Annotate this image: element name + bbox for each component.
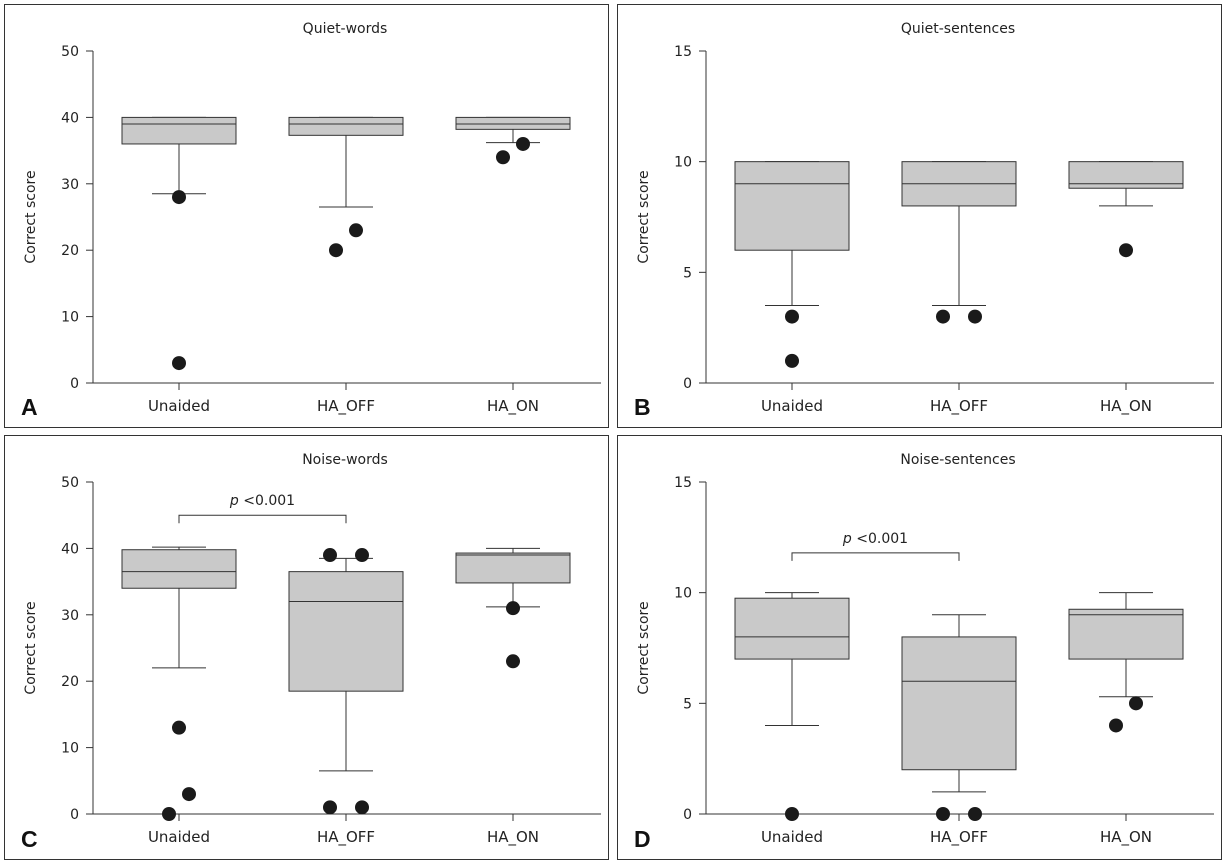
x-tick-label: HA_ON (1100, 828, 1152, 847)
outlier-point (1129, 696, 1143, 711)
outlier-point (516, 136, 530, 151)
chart-title: Quiet-words (303, 21, 388, 37)
x-tick-label: Unaided (148, 828, 210, 846)
outlier-point (329, 243, 343, 258)
panel-label: B (634, 394, 651, 420)
y-axis-label: Correct score (636, 601, 652, 694)
outlier-point (506, 654, 520, 669)
x-tick-label: HA_OFF (317, 828, 375, 847)
panel-quiet-words: Quiet-words Correct score 0 10 20 30 40 50 Unaid… (4, 4, 609, 428)
outlier-point (182, 787, 196, 802)
outlier-point (1119, 243, 1133, 258)
outlier-point (785, 353, 799, 368)
chart-quiet-sentences: Quiet-sentences Correct score 0 5 10 15 Unaide… (636, 21, 1214, 416)
panel-label: C (21, 826, 38, 852)
significance-label: p <0.001 (842, 531, 908, 547)
y-tick-label: 10 (61, 741, 79, 757)
outlier-point (162, 807, 176, 821)
y-tick-label: 0 (683, 376, 692, 392)
x-tick-label: HA_OFF (930, 397, 988, 416)
box (734, 161, 850, 251)
significance-bracket (791, 552, 960, 561)
box (1068, 608, 1184, 660)
chart-noise-words: Noise-words Correct score 0 10 20 30 40 50 Unaid… (23, 452, 601, 847)
y-tick-label: 40 (61, 541, 79, 557)
box (288, 571, 404, 692)
y-tick-label: 30 (61, 177, 79, 193)
box (901, 636, 1017, 771)
outlier-point (785, 309, 799, 324)
x-tick-label: HA_OFF (930, 828, 988, 847)
y-tick-label: 40 (61, 110, 79, 126)
x-tick-label: HA_ON (487, 397, 539, 416)
chart-quiet-words: Quiet-words Correct score 0 10 20 30 40 50 Unaid… (23, 21, 601, 416)
y-tick-label: 50 (61, 44, 79, 60)
box (121, 549, 237, 589)
outlier-point (785, 807, 799, 821)
chart-title: Quiet-sentences (901, 21, 1015, 37)
chart-title: Noise-words (302, 452, 388, 468)
outlier-point (355, 548, 369, 563)
x-tick-label: HA_OFF (317, 397, 375, 416)
y-tick-label: 5 (683, 696, 692, 712)
outlier-point (506, 601, 520, 616)
panel-noise-words: Noise-words Correct score 0 10 20 30 40 50 Unaid… (4, 435, 609, 860)
y-axis-label: Correct score (23, 170, 39, 263)
y-tick-label: 20 (61, 674, 79, 690)
x-tick-label: HA_ON (487, 828, 539, 847)
y-tick-label: 5 (683, 265, 692, 281)
panel-quiet-sentences: Quiet-sentences Correct score 0 5 10 15 Unaide… (617, 4, 1222, 428)
y-tick-label: 0 (683, 807, 692, 823)
y-tick-label: 30 (61, 608, 79, 624)
outlier-point (323, 548, 337, 563)
x-tick-label: Unaided (761, 397, 823, 415)
panel-label: A (21, 394, 38, 420)
outlier-point (496, 150, 510, 165)
outlier-point (936, 309, 950, 324)
y-tick-label: 15 (674, 475, 692, 491)
outlier-point (936, 807, 950, 821)
outlier-point (172, 190, 186, 205)
y-tick-label: 10 (674, 155, 692, 171)
y-tick-label: 0 (70, 376, 79, 392)
outlier-point (355, 800, 369, 815)
box (288, 116, 404, 136)
chart-noise-sentences: Noise-sentences Correct score 0 5 10 15 Unaide… (636, 452, 1214, 847)
outlier-point (172, 720, 186, 735)
y-tick-label: 0 (70, 807, 79, 823)
chart-title: Noise-sentences (900, 452, 1015, 468)
outlier-point (349, 223, 363, 238)
x-tick-label: Unaided (148, 397, 210, 415)
outlier-point (172, 356, 186, 371)
box (455, 552, 571, 584)
y-tick-label: 20 (61, 243, 79, 259)
outlier-point (968, 309, 982, 324)
outlier-point (1109, 718, 1123, 733)
y-axis-label: Correct score (23, 601, 39, 694)
y-axis-label: Correct score (636, 170, 652, 263)
box (121, 116, 237, 145)
x-tick-label: HA_ON (1100, 397, 1152, 416)
outlier-point (323, 800, 337, 815)
y-tick-label: 15 (674, 44, 692, 60)
significance-label: p <0.001 (229, 493, 295, 509)
outlier-point (968, 807, 982, 821)
box (455, 116, 571, 130)
y-tick-label: 50 (61, 475, 79, 491)
panel-label: D (634, 826, 651, 852)
significance-bracket (178, 514, 347, 524)
box (734, 597, 850, 660)
y-tick-label: 10 (674, 586, 692, 602)
panel-noise-sentences: Noise-sentences Correct score 0 5 10 15 Unaide… (617, 435, 1222, 860)
x-tick-label: Unaided (761, 828, 823, 846)
y-tick-label: 10 (61, 310, 79, 326)
